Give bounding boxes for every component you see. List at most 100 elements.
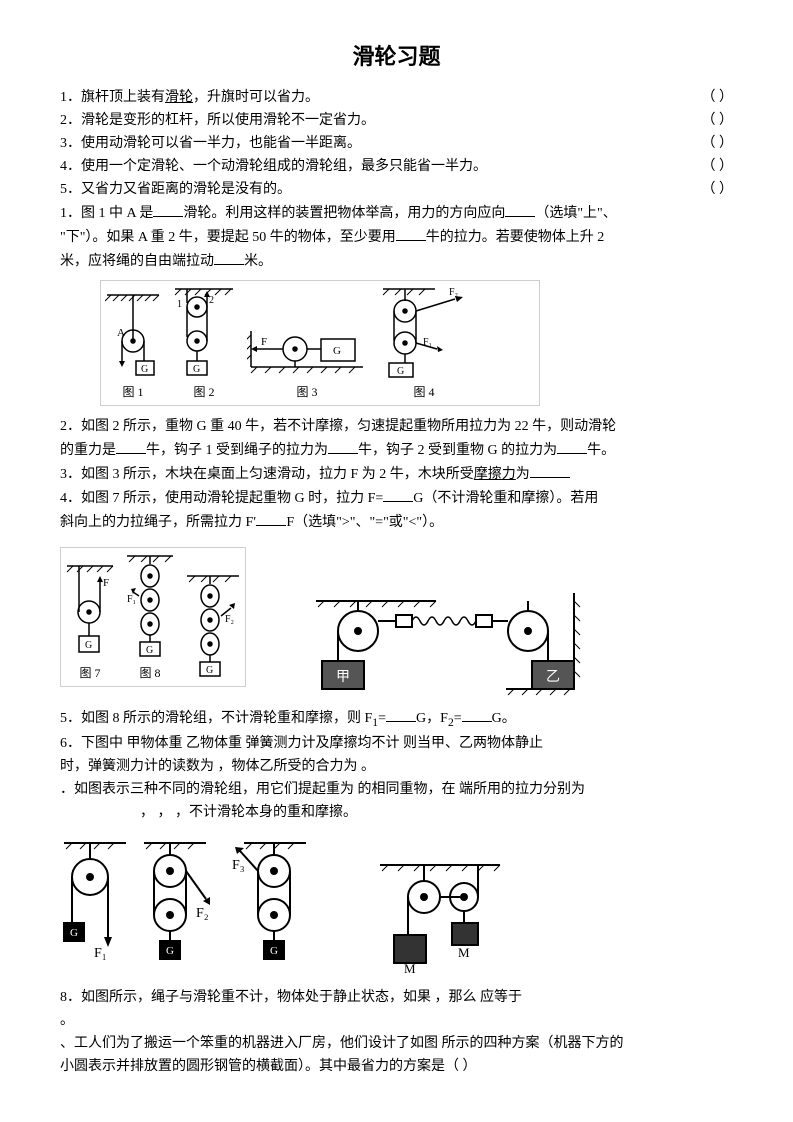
q1-a: 1．图 1 中 A 是 — [60, 206, 153, 221]
tf-4-t: 4．使用一个定滑轮、一个动滑轮组成的滑轮组，最多只能省一半力。 — [60, 159, 487, 174]
q6-b: 时，弹簧测力计的读数为 ，物体乙所受的合力为 。 — [60, 759, 375, 774]
q5-d: = — [454, 711, 462, 726]
blank — [396, 226, 426, 241]
blank — [328, 439, 358, 454]
q7-l1: ．如图表示三种不同的滑轮组，用它们提起重为 的相同重物，在 端所用的拉力分别为 — [60, 779, 733, 800]
blank — [256, 511, 286, 526]
svg-text:G: G — [397, 366, 404, 377]
q4-l1: 4．如图 7 所示，使用动滑轮提起重物 G 时，拉力 F= G（不计滑轮重和摩擦）… — [60, 487, 733, 509]
fig-f3: F₃ G — [230, 837, 310, 967]
pulley-diagram-icon: F₂ G F₁ — [379, 285, 469, 381]
svg-text:甲: 甲 — [336, 670, 350, 685]
q5-b: = — [378, 711, 386, 726]
q6-l2: 时，弹簧测力计的读数为 ，物体乙所受的合力为 。 — [60, 756, 733, 777]
svg-text:F: F — [103, 577, 109, 589]
svg-text:G: G — [270, 945, 278, 957]
blank — [383, 487, 413, 502]
pulley-diagram-icon: F₁ G — [125, 552, 175, 662]
fig-row-3: G F₁ G F₂ — [60, 829, 733, 977]
fig-f2: G F₂ — [140, 837, 220, 967]
pulley-diagram-icon: F G — [65, 562, 115, 662]
q9-b: 小圆表示并排放置的圆形钢管的横截面）。其中最省力的方案是（ ） — [60, 1059, 477, 1074]
q6-a: 6．下图中 甲物体重 乙物体重 弹簧测力计及摩擦均不计 则当甲、乙两物体静止 — [60, 736, 543, 751]
svg-text:G: G — [206, 665, 213, 676]
q1-l1: 1．图 1 中 A 是滑轮。利用这样的装置把物体举高，用力的方向应向（选填"上"… — [60, 202, 733, 224]
q6-l1: 6．下图中 甲物体重 乙物体重 弹簧测力计及摩擦均不计 则当甲、乙两物体静止 — [60, 733, 733, 754]
svg-text:M: M — [404, 961, 416, 976]
svg-text:G: G — [146, 645, 153, 656]
blank — [386, 707, 416, 722]
svg-text:G: G — [141, 364, 148, 375]
q4-d: F（选填">"、"="或"<"）。 — [286, 515, 443, 530]
q2-l1: 2．如图 2 所示，重物 G 重 40 牛，若不计摩擦，匀速提起重物所用拉力为 … — [60, 416, 733, 437]
fig-row-1: A G 图 1 1 2 G — [100, 280, 540, 406]
fig-1-cap: 图 1 — [105, 383, 161, 401]
q4-a: 4．如图 7 所示，使用动滑轮提起重物 G 时，拉力 F= — [60, 491, 383, 506]
tf-1-paren: （ ） — [702, 87, 734, 108]
pulley-diagram-icon: F₃ G — [230, 837, 310, 967]
q8-l1: 8．如图所示，绳子与滑轮重不计，物体处于静止状态，如果 ，那么 应等于 — [60, 987, 733, 1008]
q3-a: 3．如图 3 所示，木块在桌面上匀速滑动，拉力 F 为 2 牛，木块所受 — [60, 467, 474, 482]
tf-5: 5．又省力又省距离的滑轮是没有的。（ ） — [60, 179, 733, 200]
svg-text:乙: 乙 — [546, 669, 560, 685]
svg-text:G: G — [70, 927, 78, 939]
q7-a: ．如图表示三种不同的滑轮组，用它们提起重为 的相同重物，在 端所用的拉力分别为 — [60, 782, 585, 797]
fig-8-cap: 图 8 — [125, 664, 175, 682]
pulley-diagram-icon: A G — [105, 291, 161, 381]
tf-4: 4．使用一个定滑轮、一个动滑轮组成的滑轮组，最多只能省一半力。 （ ） — [60, 156, 733, 177]
svg-text:G: G — [193, 364, 200, 375]
q2-b: 的重力是 — [60, 443, 116, 458]
block-pulley-icon: F G — [247, 321, 367, 381]
svg-text:A: A — [117, 327, 125, 339]
blank — [505, 202, 535, 217]
tf-5-paren: （ ） — [702, 179, 734, 200]
fig-mm: M M — [370, 857, 510, 977]
tf-4-paren: （ ） — [702, 156, 734, 177]
q5-e: G。 — [492, 711, 516, 726]
svg-text:G: G — [85, 640, 92, 651]
q8-b: 。 — [60, 1013, 74, 1028]
fig-4-cap: 图 4 — [379, 383, 469, 401]
q1-g: 米。 — [244, 254, 272, 269]
q2-l2: 的重力是牛，钩子 1 受到绳子的拉力为牛，钩子 2 受到重物 G 的拉力为牛。 — [60, 439, 733, 461]
tf-1-u: 滑轮 — [165, 90, 193, 105]
tf-3-t: 3．使用动滑轮可以省一半力，也能省一半距离。 — [60, 136, 361, 151]
q1-l2: "下"）。如果 A 重 2 牛，要提起 50 牛的物体，至少要用牛的拉力。若要使… — [60, 226, 733, 248]
q9-a: 、工人们为了搬运一个笨重的机器进入厂房，他们设计了如图 所示的四种方案（机器下方… — [60, 1036, 624, 1051]
q9-l2: 小圆表示并排放置的圆形钢管的横截面）。其中最省力的方案是（ ） — [60, 1056, 733, 1077]
svg-text:F: F — [261, 336, 267, 348]
q2-d: 牛，钩子 2 受到重物 G 的拉力为 — [358, 443, 557, 458]
q1-f: 米，应将绳的自由端拉动 — [60, 254, 214, 269]
svg-text:1: 1 — [177, 299, 182, 310]
fig-f1: G F₁ — [60, 837, 130, 967]
svg-text:F₃: F₃ — [232, 858, 245, 873]
q8-l2: 。 — [60, 1010, 733, 1031]
fig-1: A G 图 1 — [105, 291, 161, 401]
fig-8a: F₁ G 图 8 — [125, 552, 175, 682]
q3-u: 摩擦力 — [474, 467, 516, 482]
tf-2: 2．滑轮是变形的杠杆，所以使用滑轮不一定省力。（ ） — [60, 110, 733, 131]
q4-c: 斜向上的力拉绳子，所需拉力 F′ — [60, 515, 256, 530]
q9-l1: 、工人们为了搬运一个笨重的机器进入厂房，他们设计了如图 所示的四种方案（机器下方… — [60, 1033, 733, 1054]
fig-3: F G 图 3 — [247, 321, 367, 401]
pulley-diagram-icon: G F₂ — [140, 837, 220, 967]
q8-a: 8．如图所示，绳子与滑轮重不计，物体处于静止状态，如果 ，那么 应等于 — [60, 990, 522, 1005]
q1-e: 牛的拉力。若要使物体上升 2 — [426, 230, 605, 245]
q4-b: G（不计滑轮重和摩擦）。若用 — [413, 491, 598, 506]
svg-text:F₁: F₁ — [127, 594, 136, 605]
blank — [462, 707, 492, 722]
svg-text:G: G — [166, 945, 174, 957]
tf-3: 3．使用动滑轮可以省一半力，也能省一半距离。（ ） — [60, 133, 733, 154]
q5-a: 5．如图 8 所示的滑轮组，不计滑轮重和摩擦，则 F — [60, 711, 372, 726]
q5-c: G，F — [416, 711, 448, 726]
svg-text:G: G — [333, 345, 341, 357]
q1-b: 滑轮。利用这样的装置把物体举高，用力的方向应向 — [183, 206, 505, 221]
q3: 3．如图 3 所示，木块在桌面上匀速滑动，拉力 F 为 2 牛，木块所受摩擦力为 — [60, 463, 733, 485]
q2-a: 2．如图 2 所示，重物 G 重 40 牛，若不计摩擦，匀速提起重物所用拉力为 … — [60, 419, 616, 434]
q5: 5．如图 8 所示的滑轮组，不计滑轮重和摩擦，则 F1=G，F2=G。 — [60, 707, 733, 731]
tf-1-a: 1．旗杆顶上装有 — [60, 90, 165, 105]
blank — [557, 439, 587, 454]
q4-l2: 斜向上的力拉绳子，所需拉力 F′ F（选填">"、"="或"<"）。 — [60, 511, 733, 533]
fig-8b: F₂ G — [185, 572, 241, 682]
tf-1: 1．旗杆顶上装有滑轮，升旗时可以省力。 （ ） — [60, 87, 733, 108]
